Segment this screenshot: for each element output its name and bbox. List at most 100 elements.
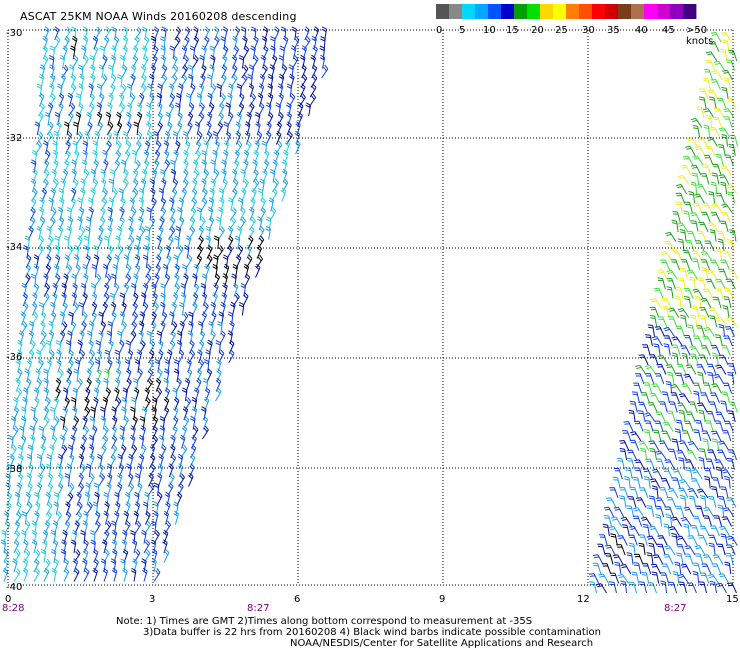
wind-barb <box>588 573 600 584</box>
wind-barb <box>681 352 689 366</box>
wind-barb <box>269 168 276 183</box>
wind-barb <box>201 292 208 307</box>
wind-barb <box>172 131 179 145</box>
wind-barb <box>163 406 170 421</box>
wind-barb <box>209 64 215 79</box>
wind-barb <box>66 492 74 506</box>
wind-barb <box>90 282 97 297</box>
wind-barb <box>168 339 176 354</box>
wind-barb <box>242 292 249 307</box>
wind-barb <box>118 187 124 202</box>
wind-barb <box>727 449 738 461</box>
wind-barb <box>28 330 34 345</box>
wind-barb <box>665 513 673 527</box>
wind-barb <box>688 495 697 508</box>
wind-barb <box>200 73 206 88</box>
wind-barb <box>33 567 40 582</box>
wind-barb <box>110 73 117 88</box>
wind-barb <box>653 343 661 356</box>
wind-barb <box>141 529 147 544</box>
wind-barb <box>683 210 691 223</box>
wind-barb <box>724 561 732 575</box>
wind-barb <box>675 286 684 299</box>
lon-label-12: 12 <box>577 594 590 605</box>
wind-barb <box>656 458 665 470</box>
wind-barb <box>291 26 297 41</box>
wind-barb <box>657 316 668 328</box>
wind-barb <box>649 392 660 404</box>
wind-barb <box>44 149 51 164</box>
wind-barb <box>100 74 108 88</box>
wind-barb <box>65 264 73 278</box>
wind-barb <box>180 434 186 449</box>
wind-barb <box>140 64 147 79</box>
wind-barb <box>709 580 717 594</box>
wind-barb <box>173 396 180 411</box>
wind-barb <box>115 235 121 250</box>
wind-barb <box>100 415 107 430</box>
wind-barb <box>649 306 660 318</box>
wind-barb <box>142 54 149 69</box>
wind-barb <box>646 535 658 546</box>
wind-barb <box>626 505 635 518</box>
wind-barb <box>723 116 733 128</box>
wind-barb <box>299 83 306 98</box>
wind-barb <box>73 254 80 269</box>
wind-barb <box>14 491 21 506</box>
wind-barb <box>168 92 176 107</box>
wind-barb <box>31 292 38 307</box>
wind-barb <box>235 130 241 145</box>
wind-barb <box>221 64 228 79</box>
wind-barb <box>244 273 251 288</box>
wind-barb <box>172 178 179 193</box>
wind-barb <box>88 339 94 354</box>
wind-barb <box>132 377 139 392</box>
wind-barb <box>720 400 728 413</box>
wind-barb <box>711 352 719 366</box>
wind-barb <box>183 159 189 174</box>
wind-barb <box>703 554 714 565</box>
wind-barb <box>28 349 35 364</box>
wind-barb <box>275 130 282 145</box>
wind-barb <box>156 330 163 345</box>
wind-barb <box>132 292 139 307</box>
wind-barb <box>717 238 725 252</box>
wind-barb <box>129 330 137 345</box>
wind-barb <box>672 571 680 584</box>
wind-barb <box>200 197 208 212</box>
wind-barb <box>157 111 163 126</box>
wind-barb <box>43 567 50 582</box>
wind-barb <box>137 216 144 231</box>
wind-barb <box>90 539 96 554</box>
wind-barb <box>57 472 64 487</box>
wind-barb <box>65 130 73 145</box>
wind-barb <box>718 174 730 185</box>
wind-barb <box>259 73 266 88</box>
wind-barb <box>42 529 49 544</box>
wind-barb <box>278 55 284 69</box>
wind-barb <box>183 35 190 50</box>
wind-barb <box>647 324 655 337</box>
wind-barb <box>620 564 632 575</box>
wind-barb <box>201 425 209 440</box>
wind-barb <box>707 371 715 385</box>
wind-barb <box>103 35 110 50</box>
wind-barb <box>13 549 21 563</box>
wind-barb <box>86 368 92 383</box>
wind-barb <box>705 420 714 432</box>
wind-barb <box>3 548 9 563</box>
wind-barb <box>614 561 622 575</box>
wind-barb <box>641 571 650 584</box>
wind-barb <box>267 83 273 98</box>
wind-barb <box>134 263 141 278</box>
wind-barb <box>100 558 107 573</box>
wind-barb <box>690 314 698 328</box>
wind-barb <box>285 102 292 117</box>
wind-barb <box>30 197 37 212</box>
wind-barb <box>205 235 211 250</box>
wind-barb <box>217 321 223 335</box>
wind-barb <box>245 140 252 155</box>
wind-barb <box>222 254 229 269</box>
wind-barb <box>687 324 695 337</box>
wind-barb <box>102 149 108 164</box>
